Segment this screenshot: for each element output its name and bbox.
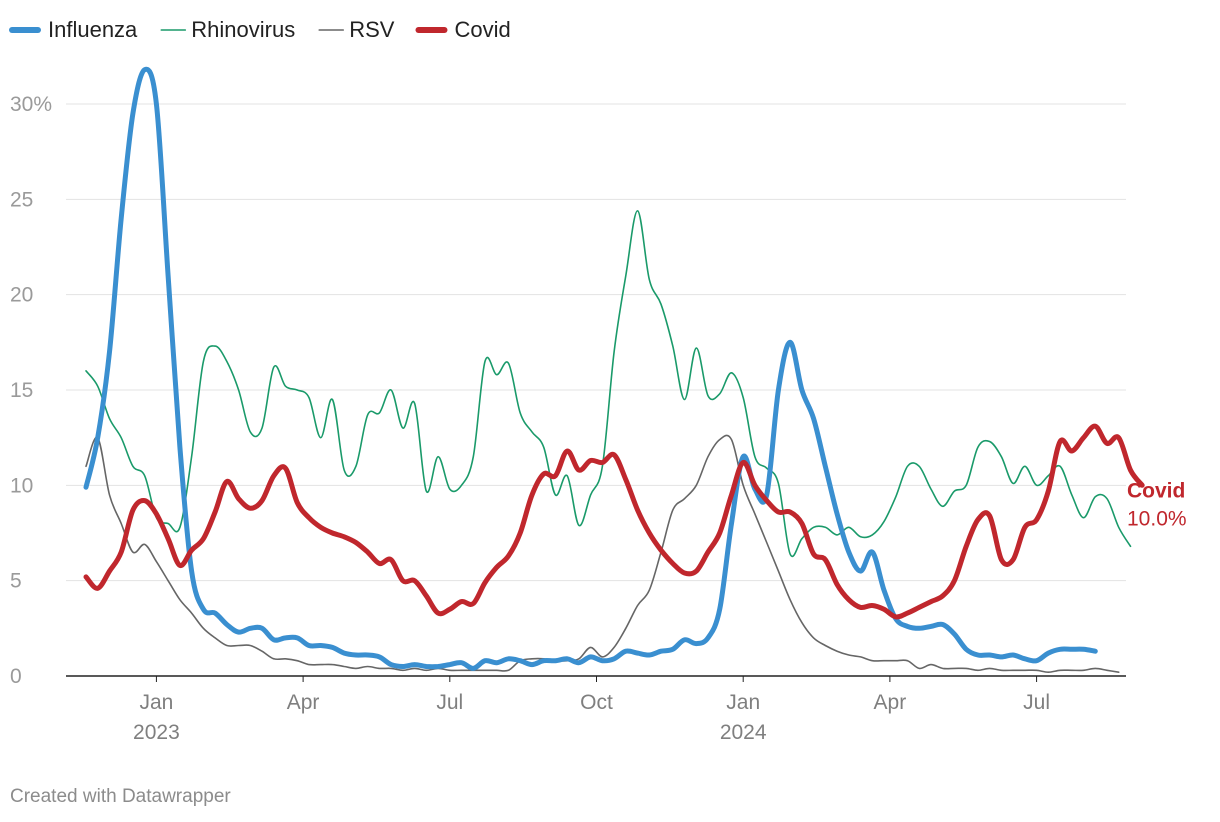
y-tick-label: 25 bbox=[10, 188, 33, 211]
series-line-rhinovirus bbox=[85, 209, 1132, 557]
x-tick-label: Jan bbox=[139, 691, 173, 714]
x-tick-label: Jan bbox=[726, 691, 760, 714]
footer-credit: Created with Datawrapper bbox=[10, 786, 231, 807]
legend-label-influenza: Influenza bbox=[48, 17, 138, 42]
end-label-value: 10.0% bbox=[1127, 507, 1187, 530]
end-label: Covid 10.0% bbox=[1127, 479, 1187, 530]
y-tick-label: 30% bbox=[10, 93, 52, 116]
y-tick-label: 0 bbox=[10, 665, 22, 688]
y-tick-label: 10 bbox=[10, 474, 33, 497]
legend-label-rhinovirus: Rhinovirus bbox=[191, 17, 295, 42]
series-lines bbox=[83, 66, 1145, 673]
x-tick-year-label: 2023 bbox=[133, 721, 180, 744]
x-axis: Jan 2023 Apr Jul Oct Jan 2024 Apr Jul bbox=[133, 676, 1050, 744]
x-tick-label: Jul bbox=[436, 691, 463, 714]
y-tick-label: 15 bbox=[10, 379, 33, 402]
series-line-influenza bbox=[83, 66, 1098, 671]
x-tick-label: Jul bbox=[1023, 691, 1050, 714]
x-tick-label: Oct bbox=[580, 691, 613, 714]
x-tick-label: Apr bbox=[287, 691, 320, 714]
y-tick-label: 20 bbox=[10, 284, 33, 307]
legend: Influenza Rhinovirus RSV Covid bbox=[9, 17, 511, 42]
series-line-rsv bbox=[85, 434, 1120, 673]
y-tick-label: 5 bbox=[10, 570, 22, 593]
end-label-name: Covid bbox=[1127, 479, 1185, 502]
legend-label-covid: Covid bbox=[454, 17, 510, 42]
legend-label-rsv: RSV bbox=[349, 17, 395, 42]
series-line-covid bbox=[83, 423, 1145, 620]
x-tick-label: Apr bbox=[874, 691, 907, 714]
gridlines bbox=[66, 103, 1126, 677]
y-axis: 0 5 10 15 20 25 30% bbox=[10, 93, 52, 688]
x-tick-year-label: 2024 bbox=[720, 721, 767, 744]
